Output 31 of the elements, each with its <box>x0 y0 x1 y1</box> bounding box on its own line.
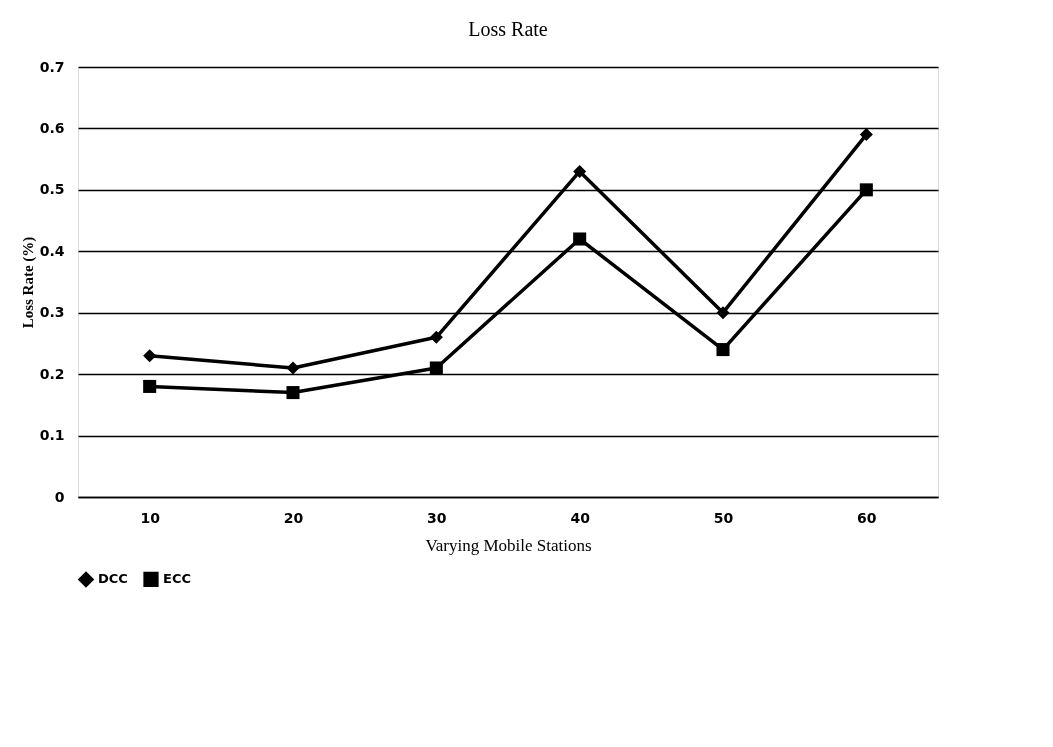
y-tick-label: 0.7 <box>39 58 65 75</box>
point <box>716 343 730 357</box>
legend-label: ECC <box>163 571 191 587</box>
point <box>286 386 300 400</box>
legend-label: DCC <box>98 571 128 587</box>
point <box>859 128 873 142</box>
y-tick-label: 0.5 <box>39 181 65 198</box>
y-axis-title: Loss Rate (%) <box>19 236 37 329</box>
x-tick-label: 30 <box>427 509 447 526</box>
y-tick-label: 0.2 <box>39 365 65 382</box>
y-tick-label: 0.1 <box>39 427 65 444</box>
y-tick-label: 0.3 <box>39 304 65 321</box>
point <box>859 183 873 197</box>
point <box>573 164 587 178</box>
point <box>429 361 443 375</box>
point <box>143 349 157 363</box>
point <box>573 232 587 246</box>
point <box>429 330 443 344</box>
point <box>286 361 300 375</box>
y-tick-label: 0 <box>54 488 65 505</box>
x-tick-label: 40 <box>570 509 591 526</box>
y-tick-label: 0.6 <box>39 119 65 136</box>
x-tick-label: 50 <box>713 509 734 526</box>
y-tick-label: 0.4 <box>39 242 65 259</box>
x-tick-label: 20 <box>283 509 304 526</box>
point <box>716 306 730 320</box>
x-tick-label: 60 <box>857 509 877 526</box>
chart-title: Loss Rate <box>468 18 548 40</box>
point <box>143 379 157 393</box>
x-tick-label: 10 <box>140 509 161 526</box>
x-axis-title: Varying Mobile Stations <box>425 535 592 555</box>
